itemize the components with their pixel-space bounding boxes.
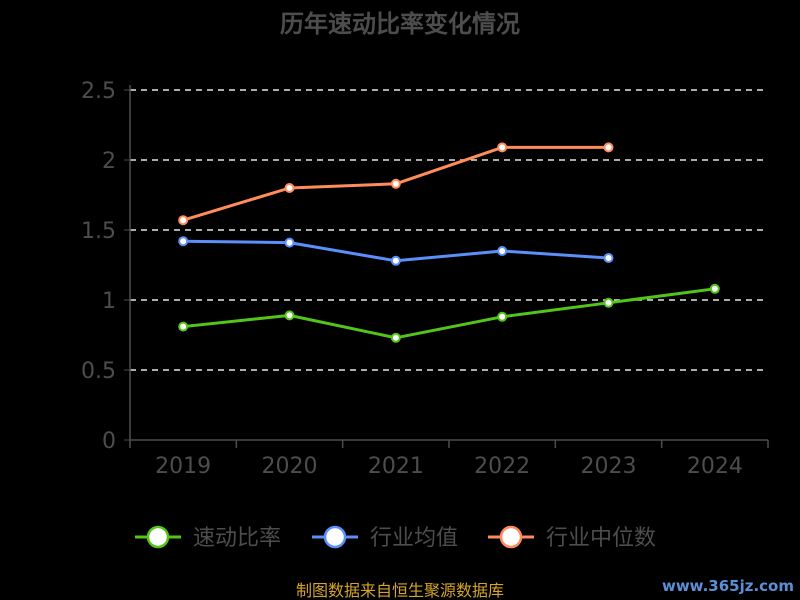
source-note: 制图数据来自恒生聚源数据库 [296, 581, 504, 600]
y-tick-label: 0.5 [81, 359, 116, 384]
series-line-1 [183, 287, 716, 340]
data-point [603, 142, 614, 153]
legend-label: 行业中位数 [546, 526, 656, 551]
x-tick-label: 2021 [368, 454, 424, 479]
y-tick-label: 2.5 [81, 79, 116, 104]
legend: 速动比率 行业均值 行业中位数 [135, 525, 656, 551]
data-point [178, 236, 189, 247]
x-tick-label: 2020 [262, 454, 318, 479]
data-point [284, 310, 295, 321]
data-point [178, 215, 189, 226]
y-tick-label: 0 [102, 429, 116, 454]
axis-layer: 0 0.5 1 1.5 2 2.5 2019 2020 2021 2022 2023 2024 [81, 79, 769, 479]
data-point [178, 321, 189, 332]
legend-marker [146, 525, 170, 549]
legend-label: 行业均值 [370, 526, 458, 551]
x-tick-label: 2022 [474, 454, 530, 479]
y-tick-label: 1.5 [81, 219, 116, 244]
y-tick-label: 2 [102, 149, 116, 174]
legend-marker [499, 525, 523, 549]
x-tick-label: 2019 [155, 454, 211, 479]
data-point [603, 253, 614, 263]
grid-layer [130, 89, 768, 371]
series-layer [178, 142, 720, 343]
data-point [497, 142, 508, 153]
y-tick-label: 1 [102, 289, 116, 314]
legend-marker [323, 525, 347, 549]
data-point [709, 283, 720, 294]
legend-label: 速动比率 [193, 526, 281, 551]
data-point [390, 255, 401, 266]
chart-title: 历年速动比率变化情况 [280, 10, 520, 38]
x-tick-label: 2023 [581, 454, 637, 479]
data-point [390, 332, 401, 343]
data-point [603, 297, 614, 308]
watermark: www.365jz.com [662, 577, 794, 595]
data-point [284, 237, 295, 248]
data-point [390, 178, 401, 189]
data-point [497, 311, 508, 322]
data-point [284, 183, 295, 193]
x-tick-label: 2024 [687, 454, 743, 479]
data-point [497, 246, 508, 256]
